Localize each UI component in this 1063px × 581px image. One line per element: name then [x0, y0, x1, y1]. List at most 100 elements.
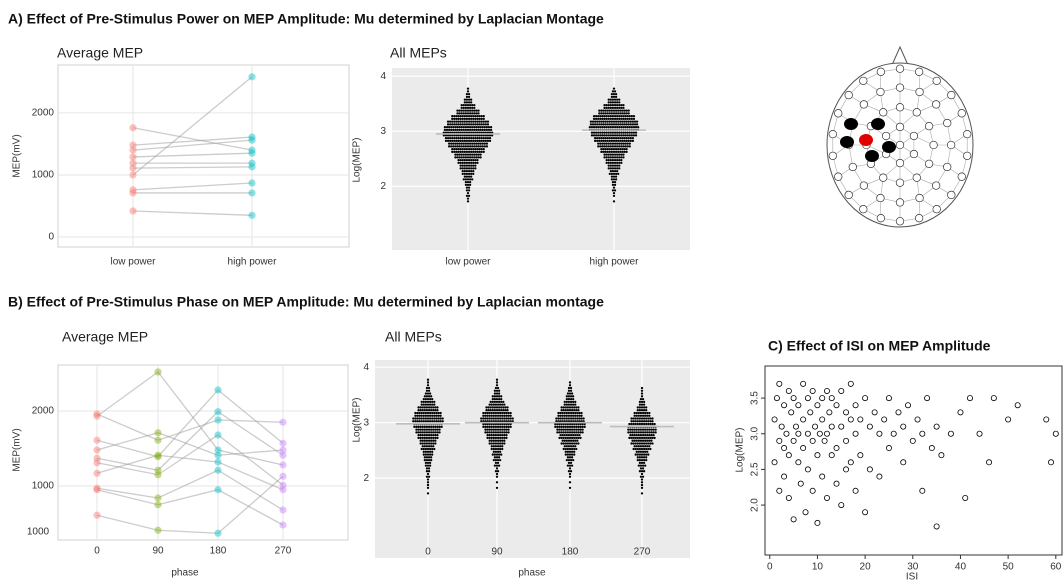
swarm-dot: [563, 434, 566, 437]
swarm-dot: [565, 417, 568, 420]
swarm-dot: [435, 411, 438, 415]
swarm-dot: [568, 481, 572, 484]
swarm-dot: [465, 98, 469, 101]
swarm-dot: [568, 464, 572, 467]
swarm-dot: [573, 453, 576, 456]
swarm-dot: [437, 411, 440, 415]
swarm-dot: [460, 112, 463, 115]
swarm-dot: [622, 103, 625, 107]
swarm-bin: [491, 450, 503, 456]
swarm-dot: [470, 172, 473, 175]
swarm-dot: [463, 172, 466, 175]
swarm-dot: [574, 434, 577, 437]
swarm-dot: [633, 439, 636, 442]
x-tick-label: high power: [590, 257, 640, 268]
swarm-dot: [649, 422, 652, 426]
swarm-dot: [420, 400, 423, 404]
swarm-dot: [581, 422, 584, 426]
electrode: [915, 87, 924, 97]
swarm-dot: [494, 439, 498, 442]
swarm-dot: [630, 422, 633, 426]
swarm-dot: [419, 439, 422, 442]
swarm-dot: [438, 431, 441, 434]
swarm-dot: [616, 153, 619, 156]
swarm-dot: [424, 397, 428, 401]
swarm-dot: [421, 409, 424, 412]
swarm-dot: [582, 420, 585, 423]
electrode: [859, 205, 868, 214]
swarm-dot: [475, 145, 478, 148]
swarm-dot: [501, 411, 504, 415]
swarm-dot: [482, 136, 485, 140]
swarm-dot: [642, 403, 646, 406]
swarm-dot: [461, 150, 464, 154]
point: [933, 423, 940, 430]
point: [933, 523, 940, 530]
swarm-dot: [453, 139, 456, 143]
swarm-dot: [467, 95, 471, 99]
swarm-dot: [573, 431, 576, 434]
swarm-dot: [638, 458, 642, 462]
swarm-dot: [570, 456, 574, 459]
swarm-dot: [466, 142, 470, 145]
swarm-dot: [623, 123, 626, 126]
swarm-dot: [568, 447, 572, 451]
swarm-bin: [465, 186, 471, 192]
swarm-dot: [574, 417, 577, 420]
swarm-dot: [462, 156, 465, 159]
swarm-dot: [425, 456, 429, 459]
point: [881, 416, 888, 423]
swarm-dot: [633, 411, 636, 415]
swarm-dot: [480, 114, 483, 118]
swarm-dot: [499, 425, 502, 428]
swarm-dot: [644, 439, 647, 442]
swarm-dot: [567, 445, 571, 448]
y-tick-label: 3.0: [750, 426, 761, 440]
plot: [57, 64, 350, 248]
swarm-dot: [467, 150, 471, 154]
swarm-dot: [564, 425, 567, 428]
swarm-bin: [562, 445, 578, 451]
swarm-dot: [499, 411, 502, 415]
swarm-dot: [482, 139, 485, 143]
swarm-dot: [419, 409, 422, 412]
point: [804, 430, 811, 437]
swarm-dot: [632, 442, 635, 445]
y-tick-label: 1000: [32, 481, 55, 492]
swarm-dot: [463, 120, 466, 123]
swarm-dot: [609, 114, 612, 118]
swarm-dot: [426, 378, 430, 381]
x-tick-label: 0: [425, 547, 431, 558]
point: [885, 395, 892, 402]
swarm-dot: [484, 428, 487, 431]
swarm-dot: [619, 139, 622, 143]
swarm-dot: [609, 158, 612, 162]
swarm-bin: [568, 381, 572, 384]
swarm-dot: [463, 123, 466, 126]
swarm-bin: [461, 169, 475, 175]
swarm-dot: [562, 409, 565, 412]
chart-title: Average MEP: [57, 45, 143, 61]
point: [214, 466, 222, 474]
swarm-dot: [423, 458, 426, 462]
swarm-dot: [609, 103, 612, 107]
swarm-dot: [509, 414, 512, 417]
point: [248, 73, 256, 81]
swarm-dot: [451, 150, 454, 154]
swarm-dot: [501, 417, 504, 420]
swarm-dot: [603, 117, 606, 121]
point: [800, 416, 807, 423]
x-tick-label: 90: [152, 546, 164, 557]
point: [797, 480, 804, 487]
swarm-dot: [459, 164, 462, 167]
swarm-dot: [606, 150, 609, 154]
electrode: [895, 158, 905, 168]
swarm-dot: [592, 125, 596, 129]
swarm-dot: [649, 417, 652, 420]
swarm-dot: [503, 425, 506, 428]
swarm-dot: [422, 453, 425, 456]
electrode: [834, 172, 843, 181]
swarm-dot: [636, 458, 639, 462]
swarm-dot: [595, 114, 598, 118]
swarm-dot: [638, 461, 642, 465]
